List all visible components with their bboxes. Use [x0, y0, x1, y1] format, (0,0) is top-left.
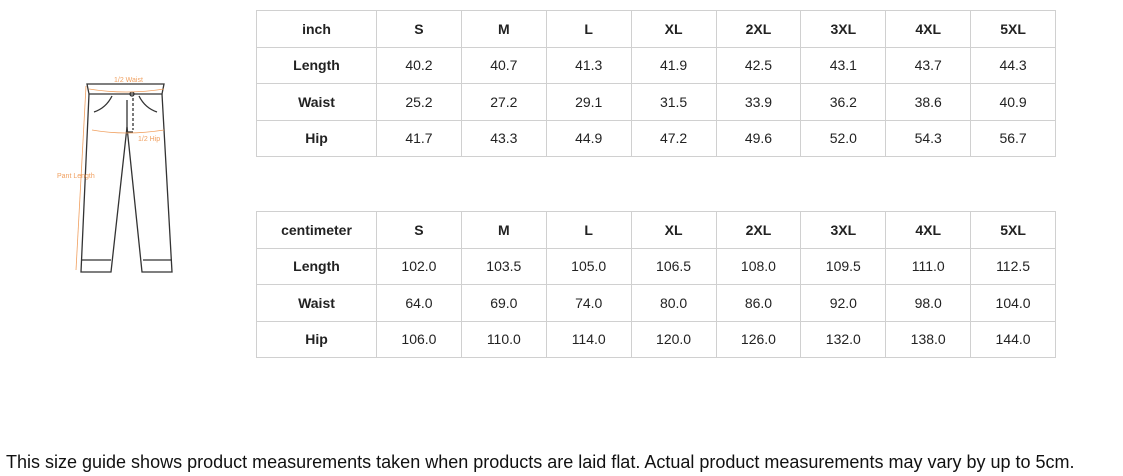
table-row: Hip 41.7 43.3 44.9 47.2 49.6 52.0 54.3 56.7: [256, 119, 1056, 157]
size-header: 4XL: [885, 10, 972, 48]
measurement-cell: 40.7: [460, 46, 547, 84]
measurement-cell: 49.6: [715, 119, 802, 157]
table-row: Waist 64.0 69.0 74.0 80.0 86.0 92.0 98.0 104.0: [256, 284, 1056, 322]
measurement-cell: 114.0: [545, 320, 632, 358]
table-row: Waist 25.2 27.2 29.1 31.5 33.9 36.2 38.6 40.9: [256, 83, 1056, 121]
measurement-cell: 41.3: [545, 46, 632, 84]
measurement-cell: 132.0: [800, 320, 887, 358]
measurement-cell: 43.1: [800, 46, 887, 84]
measurement-cell: 44.3: [970, 46, 1056, 84]
size-header: M: [460, 211, 547, 249]
row-label: Hip: [256, 119, 377, 157]
size-header: 2XL: [715, 211, 802, 249]
pants-diagram: 1/2 Waist 1/2 Hip Pant Length: [57, 77, 173, 273]
measurement-cell: 112.5: [970, 247, 1056, 285]
measurement-cell: 103.5: [460, 247, 547, 285]
measurement-cell: 47.2: [630, 119, 717, 157]
measurement-cell: 44.9: [545, 119, 632, 157]
row-label: Waist: [256, 83, 377, 121]
size-header: L: [545, 211, 632, 249]
header-row: centimeter S M L XL 2XL 3XL 4XL 5XL: [256, 211, 1056, 249]
size-header: 5XL: [970, 211, 1056, 249]
measurement-cell: 43.3: [460, 119, 547, 157]
measurement-cell: 80.0: [630, 284, 717, 322]
measurement-cell: 74.0: [545, 284, 632, 322]
measurement-cell: 27.2: [460, 83, 547, 121]
size-guide-note: This size guide shows product measuremen…: [6, 452, 1075, 472]
measurement-cell: 120.0: [630, 320, 717, 358]
measurement-cell: 31.5: [630, 83, 717, 121]
measurement-cell: 41.9: [630, 46, 717, 84]
measurement-cell: 92.0: [800, 284, 887, 322]
size-header: S: [376, 10, 462, 48]
length-label: Pant Length: [57, 173, 95, 180]
measurement-cell: 36.2: [800, 83, 887, 121]
size-header: XL: [630, 10, 717, 48]
measurement-cell: 40.2: [376, 46, 462, 84]
hip-label: 1/2 Hip: [138, 136, 160, 143]
measurement-cell: 69.0: [460, 284, 547, 322]
size-header: XL: [630, 211, 717, 249]
measurement-cell: 41.7: [376, 119, 462, 157]
size-header: L: [545, 10, 632, 48]
measurement-cell: 38.6: [885, 83, 972, 121]
measurement-cell: 109.5: [800, 247, 887, 285]
measurement-cell: 52.0: [800, 119, 887, 157]
size-header: 5XL: [970, 10, 1056, 48]
measurement-cell: 43.7: [885, 46, 972, 84]
measurement-cell: 29.1: [545, 83, 632, 121]
measurement-cell: 54.3: [885, 119, 972, 157]
row-label: Waist: [256, 284, 377, 322]
measurement-cell: 40.9: [970, 83, 1056, 121]
measurement-cell: 106.5: [630, 247, 717, 285]
size-header: S: [376, 211, 462, 249]
size-header: M: [460, 10, 547, 48]
measurement-cell: 126.0: [715, 320, 802, 358]
table-row: Length 102.0 103.5 105.0 106.5 108.0 109.5 111.…: [256, 247, 1056, 285]
row-label: Length: [256, 46, 377, 84]
size-header: 3XL: [800, 10, 887, 48]
unit-header: centimeter: [256, 211, 377, 249]
size-header: 2XL: [715, 10, 802, 48]
table-row: Hip 106.0 110.0 114.0 120.0 126.0 132.0 138.0 14…: [256, 320, 1056, 358]
row-label: Hip: [256, 320, 377, 358]
measurement-cell: 138.0: [885, 320, 972, 358]
row-label: Length: [256, 247, 377, 285]
measurement-cell: 110.0: [460, 320, 547, 358]
measurement-cell: 25.2: [376, 83, 462, 121]
measurement-cell: 42.5: [715, 46, 802, 84]
cm-size-table: centimeter S M L XL 2XL 3XL 4XL 5XL Length 102.0 10…: [256, 211, 1056, 358]
header-row: inch S M L XL 2XL 3XL 4XL 5XL: [256, 10, 1056, 48]
measurement-cell: 105.0: [545, 247, 632, 285]
waist-label: 1/2 Waist: [114, 77, 143, 84]
measurement-cell: 111.0: [885, 247, 972, 285]
measurement-cell: 106.0: [376, 320, 462, 358]
measurement-cell: 56.7: [970, 119, 1056, 157]
unit-header: inch: [256, 10, 377, 48]
measurement-cell: 86.0: [715, 284, 802, 322]
size-header: 3XL: [800, 211, 887, 249]
measurement-cell: 64.0: [376, 284, 462, 322]
measurement-cell: 102.0: [376, 247, 462, 285]
measurement-cell: 108.0: [715, 247, 802, 285]
size-header: 4XL: [885, 211, 972, 249]
measurement-cell: 144.0: [970, 320, 1056, 358]
measurement-cell: 33.9: [715, 83, 802, 121]
table-row: Length 40.2 40.7 41.3 41.9 42.5 43.1 43.7 44.3: [256, 46, 1056, 84]
measurement-cell: 98.0: [885, 284, 972, 322]
measurement-cell: 104.0: [970, 284, 1056, 322]
inch-size-table: inch S M L XL 2XL 3XL 4XL 5XL Length 40.2 40.7 41.3 4…: [256, 10, 1056, 157]
